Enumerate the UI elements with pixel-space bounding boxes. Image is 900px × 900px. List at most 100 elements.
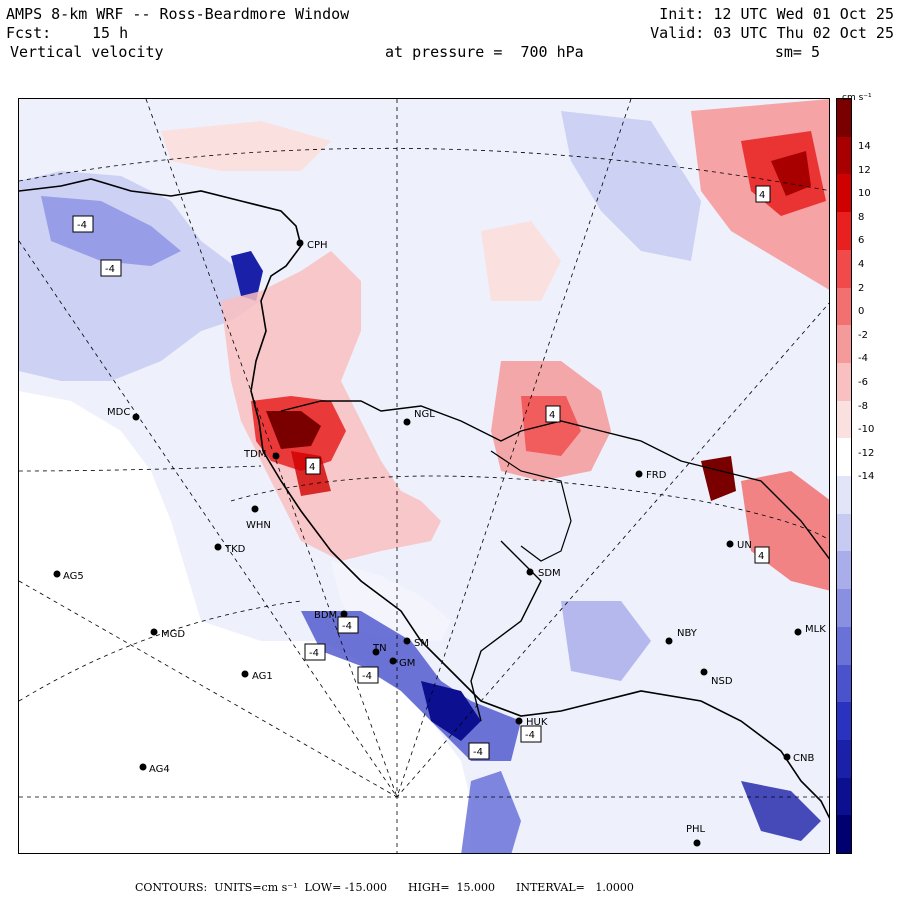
meridian-west-3 [19,580,398,798]
contour-label-text: -4 [473,747,483,758]
contour-label: 4 [545,405,561,423]
station-ag1: AG1 [241,670,273,682]
station-nby: NBY [665,628,698,645]
station-label: HUK [526,717,548,728]
positive-weak-top [161,121,331,171]
positive-core-plateau [521,396,581,456]
station-mgd: MGD [150,628,185,640]
colorbar-tick-label: -14 [858,471,875,483]
contour-labels: -4 -4 4 4 4 -4 -4 -4 -4 -4 4 [72,185,771,760]
contour-label-text: -4 [105,264,115,275]
contour-label: 4 [754,546,770,564]
positive-peak-tdm [266,411,321,449]
latitude-circle-1 [19,147,829,192]
station-label: WHN [246,520,271,531]
colorbar-tick-label: -4 [858,353,868,365]
colorbar-units: cm s⁻¹ [842,93,872,103]
station-label: FRD [646,470,667,481]
grounding-line-north [280,400,829,560]
station-label: AG1 [252,671,273,682]
colorbar-tick-label: -2 [858,329,868,341]
positive-spot-east [701,456,736,501]
station-whn: WHN [246,505,271,531]
colorbar-swatch [837,777,851,816]
contour-label-text: -4 [77,220,87,231]
station-label: PHL [686,824,706,835]
colorbar-swatch [837,99,851,138]
contour-label: -4 [72,215,94,233]
station-label: AG4 [149,764,170,775]
station-label: AG5 [63,571,84,582]
smoothing-value: sm= 5 [774,43,820,61]
colorbar-swatch [837,362,851,402]
meridian-east-1 [396,99,632,798]
station-label: SDM [538,568,561,579]
station-label: TDM [243,449,266,460]
contour-label-text: -4 [309,648,319,659]
shelf-region [19,391,471,853]
station-label: SM [414,638,429,649]
contour-label-text: -4 [342,621,352,632]
station-mlk: MLK [794,624,826,636]
contour-label-text: 4 [759,190,765,201]
station-gm: GM [389,657,415,669]
variable-name: Vertical velocity [10,43,164,61]
station-ngl: NGL [403,409,435,426]
station-cnb: CNB [783,753,814,764]
contour-label: -4 [468,742,490,760]
colorbar-tick-label: 8 [858,211,865,223]
negative-core-nw [41,196,181,266]
colorbar-swatch [837,476,851,515]
stations: CPH MDC NGL TDM WHN TKD AG5 MGD AG1 AG4 … [53,239,826,847]
colorbar-swatch [837,664,851,703]
colorbar-tick-label: -6 [858,377,868,388]
colorbar-swatch [837,513,851,552]
colorbar-tick-label: -12 [858,447,875,459]
glacier-outline [470,540,542,722]
contour-label-text: 4 [309,462,315,473]
station-label: TKD [224,544,246,555]
contour-label: -4 [337,616,359,634]
colorbar-tick-label: 0 [858,306,865,318]
station-label: MDC [107,407,130,418]
colorbar-swatch [837,438,851,477]
colorbar-swatch [837,287,851,326]
station-huk: HUK [515,717,548,728]
colorbar-swatch [837,702,851,741]
forecast-hour: 15 h [92,24,129,42]
contour-label: -4 [357,666,379,684]
station-label: NSD [711,676,733,687]
colorbar-swatch [837,815,851,854]
colorbar [836,98,852,854]
colorbar-swatch [837,626,851,665]
station-sdm: SDM [526,568,561,579]
negative-area-se [741,781,821,841]
meridian-west-1 [145,99,398,798]
positive-peak-ne [771,151,811,196]
station-tkd: TKD [214,543,246,555]
contour-label-text: 4 [758,551,764,562]
station-un: UN [726,540,752,551]
dome-outline [490,450,572,562]
station-label: TN [372,643,387,654]
station-label: GM [399,658,415,669]
contour-label: -4 [100,259,122,277]
station-tdm: TDM [243,449,280,460]
station-label: UN [737,540,752,551]
colorbar-swatch [837,589,851,628]
contour-label: 4 [755,185,771,203]
station-label: NBY [677,628,698,639]
station-label: MGD [161,629,185,640]
negative-core-coast [421,681,481,741]
init-time: Init: 12 UTC Wed 01 Oct 25 [659,5,894,23]
colorbar-swatch [837,174,851,213]
meridian-east-2 [396,302,829,798]
colorbar-tick-label: 10 [858,188,871,200]
colorbar-swatch [837,325,851,364]
negative-spot-nw [231,251,263,301]
colorbar-swatch [837,136,851,175]
colorbar-tick-label: 2 [858,282,865,294]
station-ag4: AG4 [139,763,170,775]
station-bdm: BDM [314,610,348,621]
colorbar-tick-label: 12 [858,164,871,176]
